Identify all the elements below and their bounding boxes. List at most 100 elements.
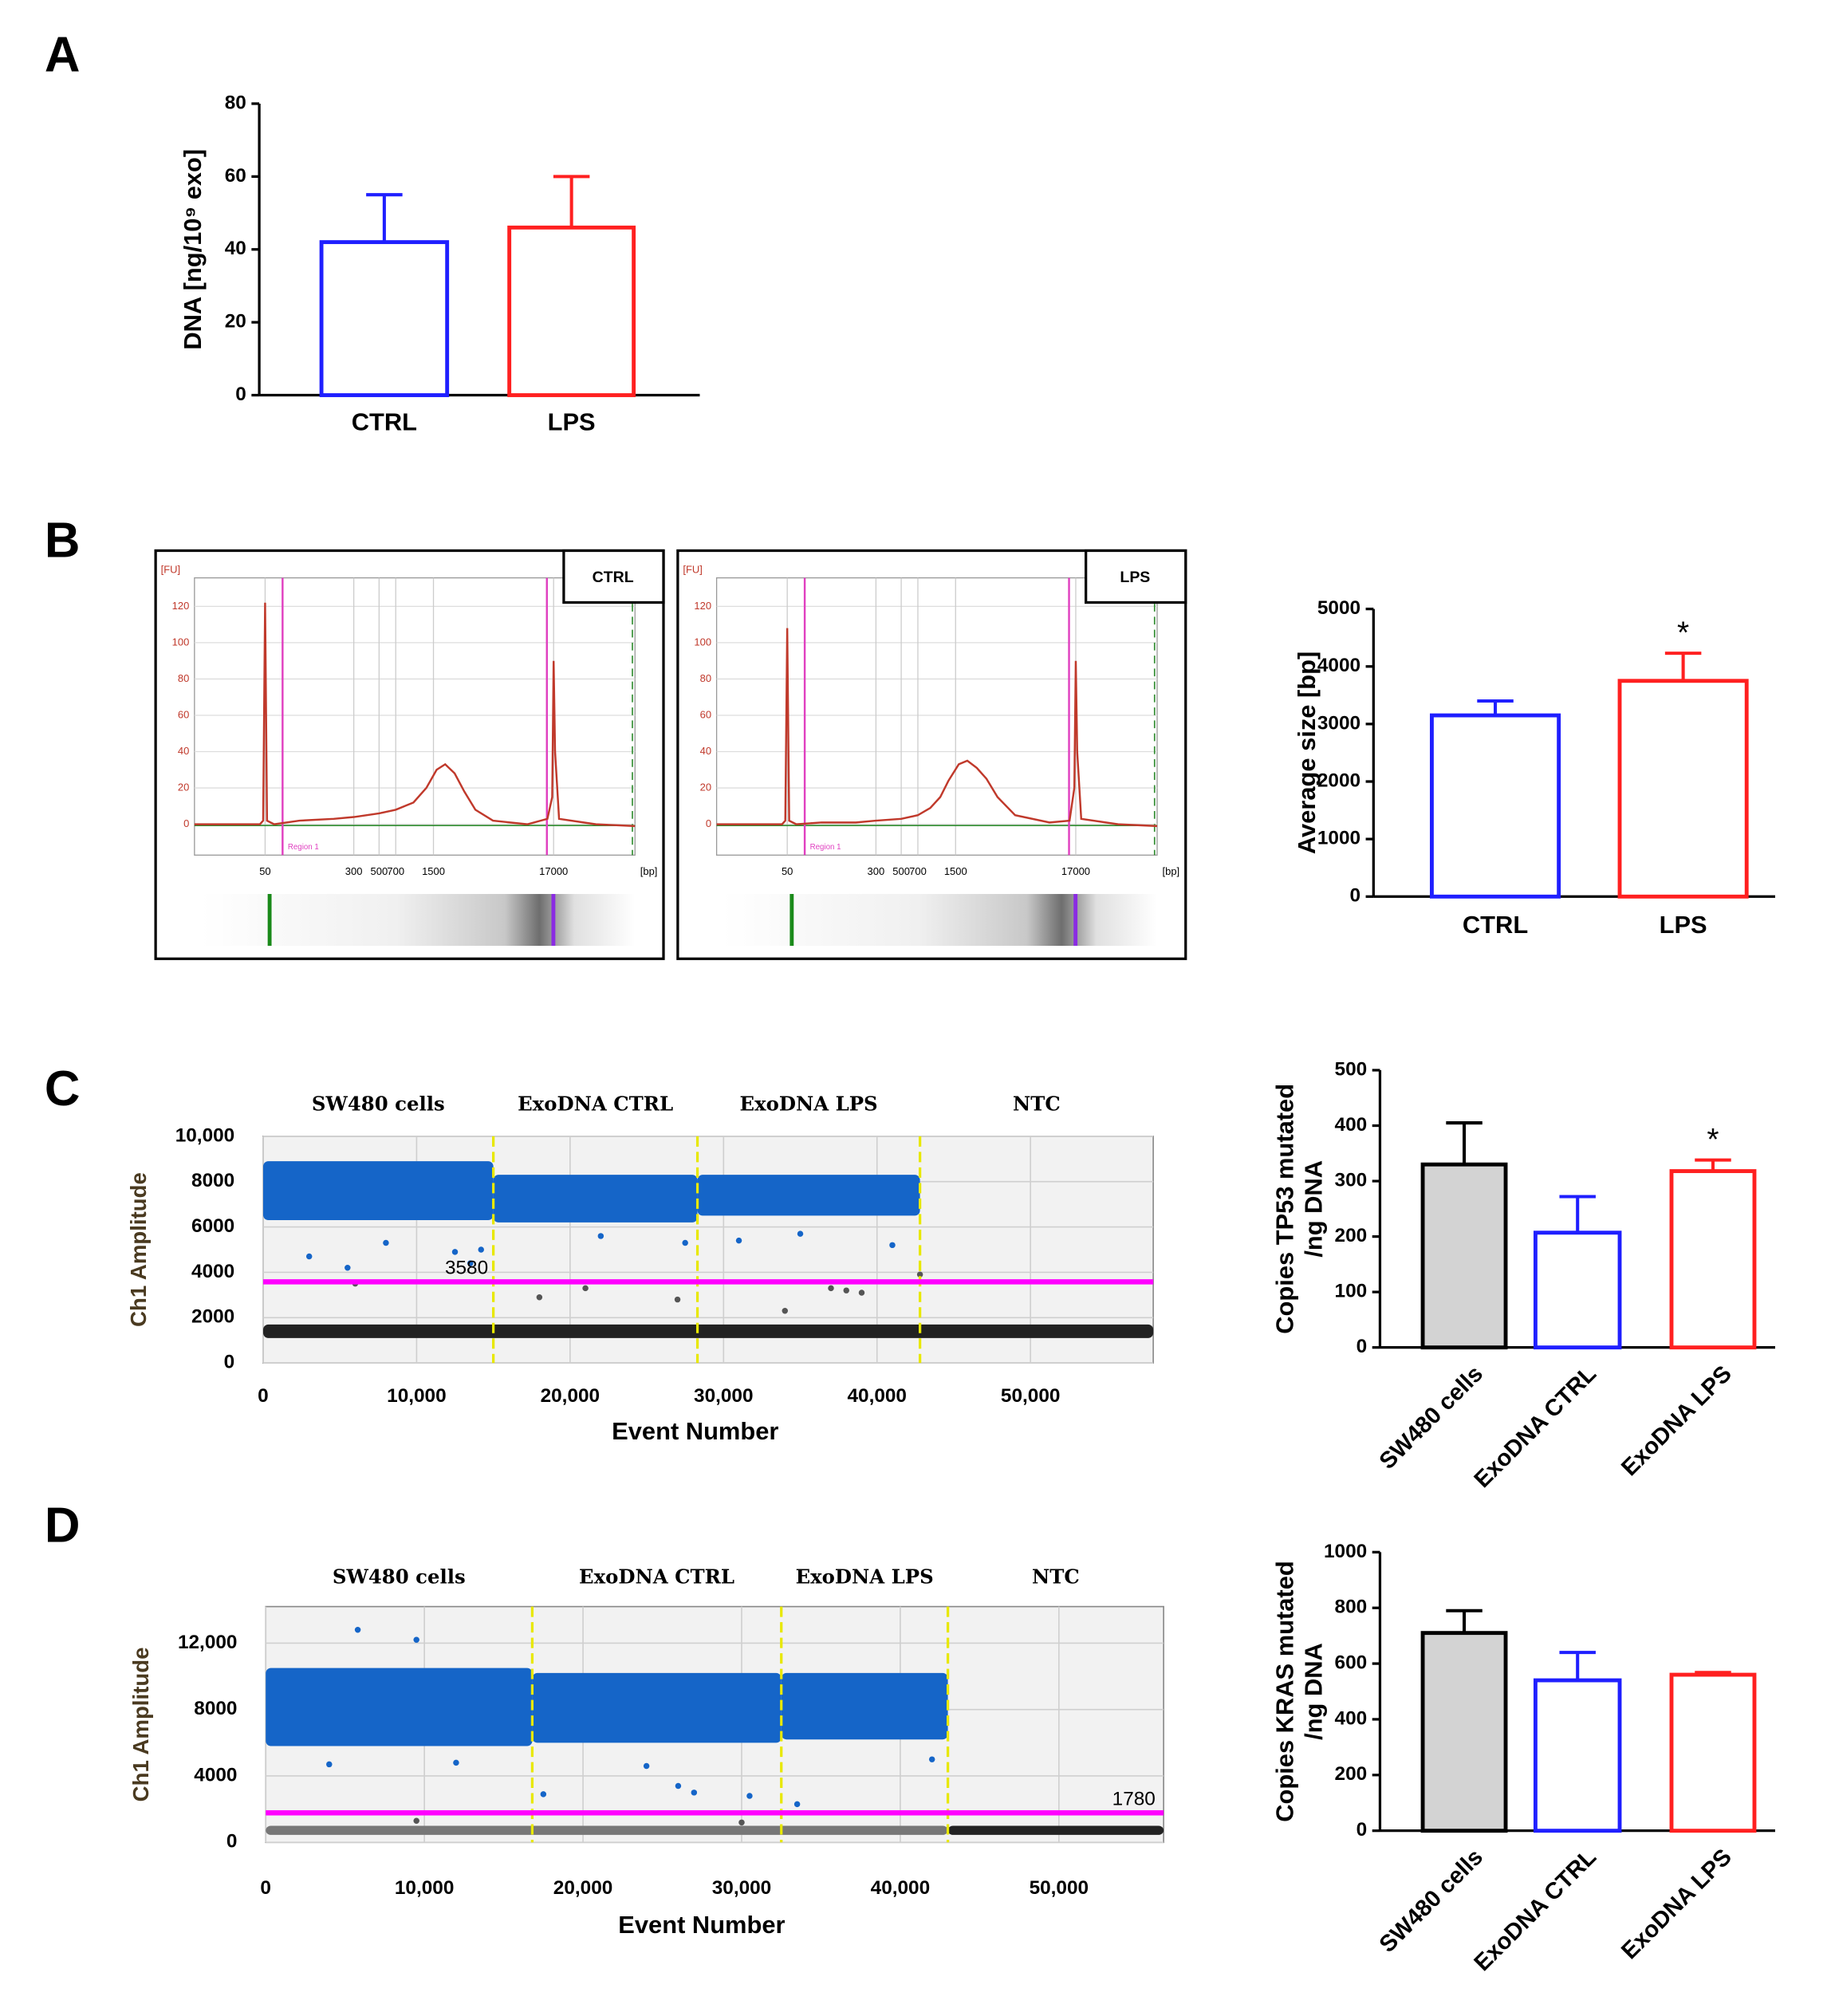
droplet-cluster [262, 1324, 1154, 1338]
droplet [782, 1308, 789, 1314]
y-axis-label: Copies KRAS mutated [1271, 1561, 1299, 1821]
y-tick-label: 6000 [191, 1215, 234, 1237]
y-axis-label: /ng DNA [1299, 1643, 1327, 1740]
y-tick-label: 0 [235, 384, 246, 405]
x-tick-label: 1500 [422, 865, 445, 877]
y-tick-label: 5000 [1317, 597, 1360, 619]
error-bar [1695, 1671, 1731, 1675]
tag: CTRL [593, 569, 634, 586]
droplet-cluster [532, 1672, 782, 1743]
well-label: ExoDNA LPS [796, 1565, 934, 1588]
y-tick-label: 0 [224, 1352, 235, 1373]
droplet-cluster [266, 1825, 948, 1835]
bar [1533, 1230, 1622, 1350]
y-tick-label: 200 [1335, 1225, 1368, 1246]
y-axis-label: DNA [ng/10⁹ exo] [179, 149, 207, 350]
droplet [682, 1239, 688, 1246]
x-tick-label: 300 [868, 865, 885, 877]
well-label: NTC [1013, 1092, 1061, 1115]
droplet [889, 1242, 896, 1249]
y-tick-label: 80 [178, 672, 189, 684]
threshold-label: 1780 [1112, 1788, 1156, 1809]
droplet-cluster [697, 1175, 920, 1216]
droplet [828, 1285, 834, 1292]
y-axis-label: [FU] [683, 563, 703, 575]
x-tick-label: 700 [387, 865, 404, 877]
droplet [536, 1293, 543, 1301]
x-tick-label: CTRL [352, 408, 417, 435]
y-tick-label: 2000 [191, 1306, 234, 1328]
x-tick-label: 17000 [1061, 865, 1090, 877]
y-tick-label: 300 [1335, 1169, 1368, 1191]
y-tick-label: 600 [1335, 1652, 1368, 1674]
droplet [345, 1265, 351, 1271]
y-tick-label: 4000 [194, 1764, 237, 1786]
y-tick-label: 0 [1350, 885, 1361, 907]
well-label: SW480 cells [333, 1565, 466, 1588]
x-tick-label: 40,000 [871, 1877, 931, 1899]
y-tick-label: 10,000 [175, 1124, 235, 1146]
y-tick-label: 0 [706, 817, 711, 829]
well-label: ExoDNA CTRL [579, 1565, 734, 1588]
droplet [540, 1791, 547, 1797]
y-tick-label: 40 [225, 238, 246, 259]
tag-box [562, 549, 665, 604]
droplet [746, 1793, 753, 1799]
plot-area [194, 577, 636, 856]
y-tick-label: 100 [1335, 1281, 1368, 1302]
y-tick-label: 12,000 [178, 1632, 238, 1653]
y-tick-label: 120 [172, 600, 190, 612]
y-axis-label: Ch1 Amplitude [126, 1172, 151, 1327]
significance-mark: * [1677, 616, 1689, 651]
x-tick-label: 50,000 [1001, 1385, 1061, 1407]
droplet [305, 1253, 313, 1260]
bar [1669, 1169, 1757, 1350]
error-bar [1446, 1121, 1483, 1165]
error-bar [553, 175, 590, 228]
y-tick-label: 120 [694, 600, 711, 612]
y-tick-label: 500 [1335, 1058, 1368, 1080]
droplet [478, 1246, 484, 1253]
x-tick-label: 50 [259, 865, 270, 877]
y-tick-label: 20 [700, 781, 711, 793]
x-tick-label: CTRL [1463, 911, 1528, 939]
x-tick-label: 20,000 [553, 1877, 613, 1899]
y-axis-label: [FU] [161, 563, 181, 575]
x-tick-label: 50,000 [1030, 1877, 1089, 1899]
x-axis-label: [bp] [640, 865, 658, 877]
well-label: SW480 cells [312, 1092, 445, 1115]
y-tick-label: 1000 [1324, 1541, 1367, 1562]
threshold-label: 3580 [445, 1258, 488, 1279]
droplet [675, 1782, 682, 1790]
bar [1420, 1631, 1508, 1833]
droplet [691, 1790, 698, 1796]
droplet [597, 1233, 604, 1239]
droplet-cluster [266, 1668, 533, 1746]
y-axis-label: Copies TP53 mutated [1271, 1084, 1299, 1334]
x-tick-label: 40,000 [847, 1385, 907, 1407]
x-tick-label: 30,000 [712, 1877, 772, 1899]
y-tick-label: 0 [1357, 1819, 1368, 1841]
x-tick-label: 1500 [944, 865, 967, 877]
x-tick-label: 30,000 [694, 1385, 754, 1407]
x-tick-label: SW480 cells [1375, 1845, 1488, 1958]
trace [194, 602, 636, 828]
droplet [643, 1762, 650, 1770]
error-bar [1664, 652, 1702, 681]
x-tick-label: 0 [260, 1877, 271, 1899]
droplet [858, 1290, 865, 1296]
x-tick-label: 700 [909, 865, 927, 877]
region-label: Region 1 [288, 843, 319, 852]
y-tick-label: 40 [178, 745, 189, 757]
y-axis-label: /ng DNA [1299, 1160, 1327, 1258]
bar [1420, 1162, 1508, 1350]
error-bar [1559, 1195, 1596, 1233]
droplet-cluster [262, 1161, 494, 1221]
y-tick-label: 8000 [191, 1170, 234, 1191]
significance-mark: * [1707, 1123, 1719, 1157]
droplet [797, 1230, 804, 1237]
x-tick-label: 500 [892, 865, 910, 877]
trace [716, 628, 1158, 828]
